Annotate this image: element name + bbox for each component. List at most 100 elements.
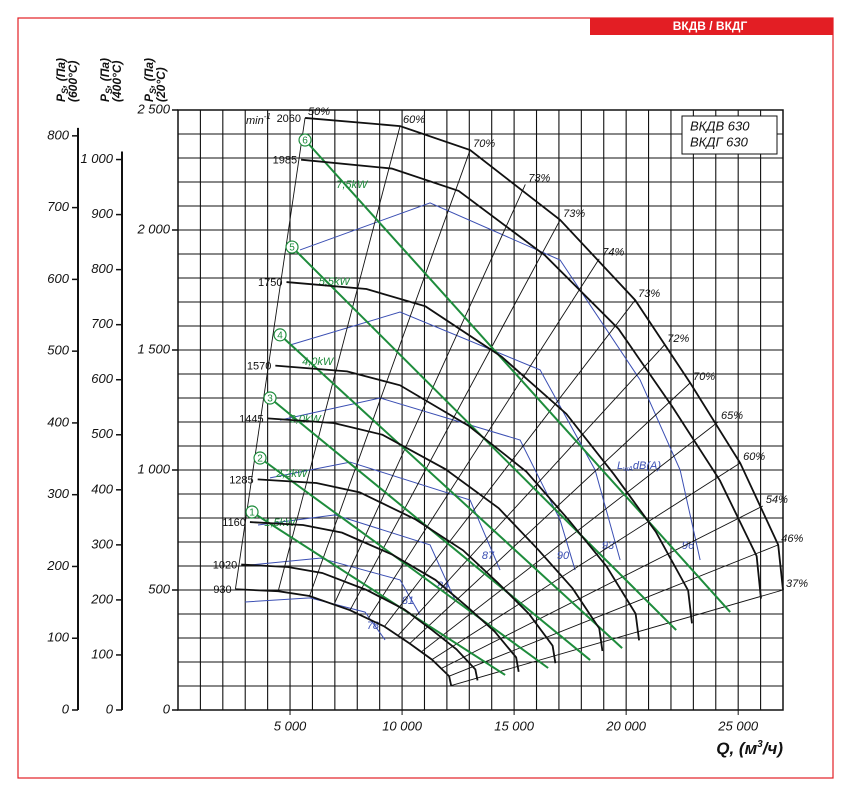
noise-title-base: L: [617, 460, 623, 472]
efficiency-line: [309, 149, 471, 597]
y-axis-title-symbol: P: [142, 93, 156, 102]
y-tick-label: 500: [91, 426, 113, 441]
y-axis-title-sub: S: [60, 88, 70, 94]
efficiency-line: [451, 589, 784, 686]
y-tick-label: 300: [91, 536, 113, 551]
power-marker: [273, 328, 287, 342]
y-tick-label: 700: [47, 199, 69, 214]
noise-label: 81: [402, 595, 414, 607]
rpm-label: 1020: [213, 559, 237, 571]
efficiency-label: 72%: [667, 333, 689, 345]
noise-curve: [249, 557, 421, 616]
y-axis-title-temp: (20°C): [154, 67, 168, 102]
x-tick-label: 15 000: [494, 718, 535, 733]
fan-curve: [304, 117, 784, 591]
power-number: 3: [267, 394, 273, 405]
noise-curve: [289, 311, 621, 561]
y-tick-label: 1 500: [137, 341, 170, 356]
y-tick-label: 800: [47, 127, 69, 142]
fan-curve: [257, 478, 557, 664]
efficiency-label: 74%: [602, 247, 624, 259]
efficiency-line: [441, 505, 764, 669]
y-axis-title-unit: , (Па): [54, 58, 68, 89]
power-line: [259, 457, 549, 669]
efficiency-label: 73%: [528, 172, 550, 184]
noise-curve: [299, 202, 701, 561]
y-tick-label: 400: [91, 481, 113, 496]
fan-curve: [235, 588, 453, 686]
efficiency-line: [334, 184, 526, 604]
y-tick-label: 0: [163, 701, 171, 716]
y-tick-label: 300: [47, 486, 69, 501]
noise-label: 90: [557, 550, 570, 562]
efficiency-line: [277, 125, 401, 592]
rpm-label: 1160: [222, 517, 246, 529]
rpm-label: 1985: [273, 155, 297, 167]
y-tick-label: 900: [91, 206, 113, 221]
y-tick-label: 1 000: [80, 151, 113, 166]
y-tick-label: 100: [47, 630, 69, 645]
fan-curve: [286, 281, 693, 624]
power-label: 7,5kW: [336, 179, 369, 191]
efficiency-label: 70%: [693, 371, 715, 383]
efficiency-label: 54%: [766, 494, 788, 506]
efficiency-label: 70%: [473, 138, 495, 150]
noise-curve: [279, 397, 576, 571]
noise-title: LwAdB(A): [617, 460, 661, 473]
legend-box: [681, 115, 778, 155]
fan-curve: [267, 417, 604, 652]
rpm-label: 1285: [229, 474, 253, 486]
power-number: 2: [257, 454, 263, 465]
rpm-label: 1570: [247, 361, 271, 373]
y-axis-title-sub: S: [148, 88, 158, 94]
power-number: 4: [277, 331, 283, 342]
rpm-unit-base: min: [246, 115, 264, 127]
power-marker: [253, 451, 267, 465]
y-tick-label: 500: [148, 581, 170, 596]
y-tick-label: 400: [47, 414, 69, 429]
fan-curve: [275, 364, 640, 641]
legend-text: ВКДГ 630: [690, 134, 749, 149]
rpm-unit-sup: -1: [264, 112, 271, 121]
efficiency-label: 50%: [308, 106, 330, 118]
x-tick-label: 25 000: [717, 718, 759, 733]
y-tick-label: 1 000: [137, 461, 170, 476]
efficiency-line: [448, 544, 779, 677]
y-tick-label: 200: [90, 591, 113, 606]
noise-title-sub: wA: [623, 466, 633, 473]
fan-curve: [300, 158, 762, 599]
power-number: 1: [249, 508, 255, 519]
y-tick-label: 500: [47, 343, 69, 358]
power-number: 5: [289, 243, 295, 254]
rpm-label: 2060: [277, 113, 301, 125]
efficiency-label: 46%: [781, 533, 803, 545]
y-tick-label: 0: [106, 701, 114, 716]
power-label: 3,0kW: [290, 414, 323, 426]
power-line: [251, 511, 506, 676]
y-tick-label: 100: [91, 646, 113, 661]
power-label: 2,2kW: [275, 468, 309, 480]
efficiency-label: 65%: [721, 410, 743, 422]
power-marker: [285, 240, 299, 254]
rpm-unit: min-1: [246, 112, 271, 127]
noise-label: 87: [482, 550, 495, 562]
y-axis-title-symbol: P: [54, 93, 68, 102]
y-tick-label: 0: [62, 701, 70, 716]
y-axis-title-symbol: P: [98, 93, 112, 102]
power-label: 1,5kW: [264, 517, 297, 529]
y-tick-label: 800: [91, 261, 113, 276]
rpm-label: 1750: [258, 277, 282, 289]
y-tick-label: 600: [47, 271, 69, 286]
legend-text: ВКДВ 630: [690, 118, 750, 133]
power-line: [304, 139, 731, 613]
x-tick-label: 10 000: [382, 718, 423, 733]
x-tick-label: 5 000: [274, 718, 307, 733]
x-axis-title-end: /ч): [762, 739, 784, 758]
noise-label: 96: [682, 540, 695, 552]
y-axis-title-temp: (400°C): [110, 61, 124, 102]
efficiency-line: [349, 219, 561, 611]
y-axis-title-line: PS, (Па): [54, 58, 70, 102]
frame-tab-label: ВКДВ / ВКДГ: [673, 19, 748, 33]
rpm-label: 1445: [239, 413, 263, 425]
